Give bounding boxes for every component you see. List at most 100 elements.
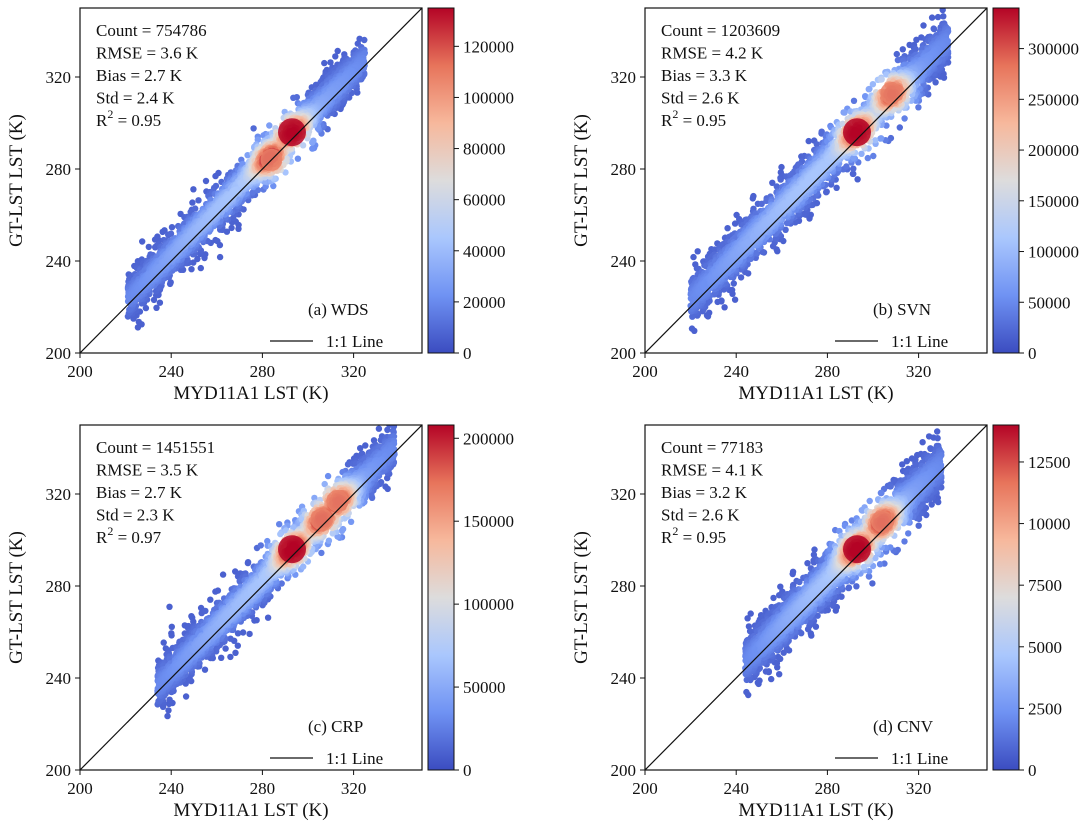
data-point <box>915 104 922 111</box>
data-point <box>758 200 765 207</box>
x-axis-title: MYD11A1 LST (K) <box>173 383 328 404</box>
colorbar-tick-label: 60000 <box>463 191 506 210</box>
data-point <box>878 76 885 83</box>
density-core <box>278 118 306 147</box>
data-point <box>940 13 947 20</box>
data-point <box>896 124 903 131</box>
data-point <box>135 318 142 326</box>
data-point <box>833 184 840 191</box>
data-point <box>706 309 713 316</box>
data-point <box>188 266 195 273</box>
data-point <box>813 141 820 148</box>
data-point <box>810 172 818 179</box>
data-point <box>309 145 316 152</box>
data-point <box>249 189 256 196</box>
data-point <box>850 165 857 172</box>
data-point <box>854 176 861 183</box>
data-point <box>763 197 770 205</box>
data-point <box>928 14 936 21</box>
data-point <box>872 137 879 144</box>
legend-label: 1:1 Line <box>326 332 383 351</box>
data-point <box>849 170 857 177</box>
data-point <box>294 155 302 162</box>
data-point <box>194 255 201 263</box>
y-axis-title: GT-LST LST (K) <box>6 114 27 247</box>
colorbar-tick-label: 80000 <box>463 140 506 159</box>
y-tick-label: 280 <box>46 160 72 179</box>
colorbar <box>427 7 455 354</box>
data-point <box>912 46 919 53</box>
data-point <box>901 115 908 122</box>
y-tick-label: 200 <box>46 344 72 363</box>
stat-r2: R2 = 0.95 <box>96 107 161 130</box>
data-point <box>858 150 865 157</box>
data-point <box>334 47 341 55</box>
y-tick-label: 240 <box>46 252 72 271</box>
data-point <box>266 122 273 129</box>
data-point <box>142 304 150 312</box>
data-point <box>305 131 312 138</box>
data-point <box>731 220 739 227</box>
data-point <box>153 304 160 311</box>
data-point <box>773 183 780 190</box>
data-point <box>167 279 174 286</box>
density-points <box>124 35 368 331</box>
data-point <box>216 253 224 261</box>
data-point <box>312 81 320 89</box>
data-point <box>309 139 316 146</box>
data-point <box>168 224 176 231</box>
data-point <box>939 0 945 3</box>
data-point <box>327 59 334 66</box>
data-point <box>290 94 297 102</box>
panel-label: (a) WDS <box>308 300 369 319</box>
x-tick-label: 240 <box>158 362 184 381</box>
colorbar-tick-label: 0 <box>463 344 472 363</box>
data-point <box>714 298 721 306</box>
data-point <box>930 25 938 33</box>
data-point <box>228 224 235 232</box>
data-point <box>167 230 175 237</box>
data-point <box>161 227 168 234</box>
colorbar-tick-label: 20000 <box>463 293 506 312</box>
data-point <box>215 169 222 177</box>
data-point <box>270 182 277 190</box>
data-point <box>195 197 202 204</box>
data-point <box>190 186 197 193</box>
data-point <box>189 199 196 206</box>
data-point <box>282 169 289 176</box>
data-point <box>192 205 199 212</box>
data-point <box>883 122 890 129</box>
data-point <box>731 296 739 303</box>
data-point <box>244 152 251 159</box>
colorbar-tick-label: 120000 <box>463 37 514 56</box>
data-point <box>778 163 785 171</box>
one-to-one-line <box>80 8 422 353</box>
x-tick-label: 200 <box>67 362 93 381</box>
data-point <box>870 152 877 160</box>
data-point <box>782 226 789 233</box>
stat-std: Std = 2.4 K <box>96 89 175 108</box>
data-point <box>694 248 701 255</box>
data-point <box>690 253 697 261</box>
data-point <box>688 325 696 332</box>
colorbar-tick-label: 100000 <box>463 88 514 107</box>
data-point <box>841 109 848 116</box>
data-point <box>145 243 152 251</box>
data-point <box>139 238 146 245</box>
data-point <box>805 137 812 145</box>
data-point <box>197 264 204 272</box>
data-point <box>202 251 209 258</box>
data-point <box>361 36 368 44</box>
data-point <box>934 13 942 21</box>
data-point <box>156 299 164 306</box>
data-point <box>721 304 728 311</box>
data-point <box>850 97 858 105</box>
data-point <box>843 163 850 170</box>
data-point <box>299 142 307 149</box>
data-point <box>250 125 257 132</box>
data-point <box>823 188 830 195</box>
data-point <box>777 176 784 183</box>
data-point <box>332 53 339 60</box>
